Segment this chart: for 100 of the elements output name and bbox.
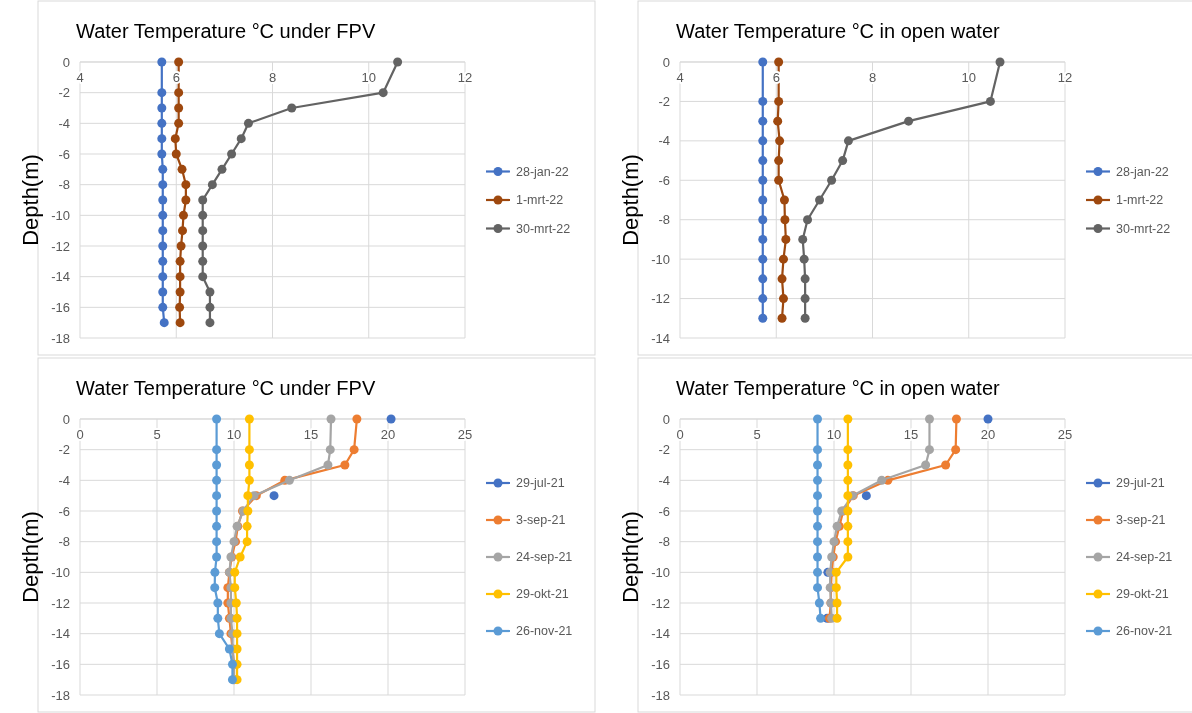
y-tick-label: 0	[62, 411, 70, 427]
point	[157, 149, 167, 159]
point	[774, 57, 784, 67]
point	[177, 164, 187, 174]
point	[813, 552, 823, 562]
x-tick-label: 5	[153, 427, 161, 442]
point	[205, 302, 215, 312]
point	[778, 294, 788, 304]
y-axis-title: Depth(m)	[18, 154, 43, 246]
point	[758, 313, 768, 323]
point	[287, 103, 297, 113]
point	[174, 88, 184, 98]
legend-label: 3-sep-21	[516, 513, 566, 528]
point	[843, 475, 853, 485]
x-tick-label: 8	[268, 70, 277, 85]
y-tick-label: -8	[58, 177, 70, 193]
point	[176, 241, 186, 251]
point	[174, 118, 184, 128]
x-tick-label: 0	[76, 427, 84, 442]
point	[843, 506, 853, 516]
y-tick-label: -4	[58, 472, 70, 488]
point	[813, 506, 823, 516]
y-axis-title: Depth(m)	[18, 511, 43, 603]
y-tick-label: -2	[58, 442, 70, 458]
x-tick-label: 5	[753, 427, 761, 442]
point	[774, 156, 784, 166]
point	[758, 156, 768, 166]
point	[800, 274, 810, 284]
point	[813, 491, 823, 501]
point	[861, 491, 871, 501]
x-tick-label: 10	[961, 70, 976, 85]
point	[212, 491, 222, 501]
point	[832, 598, 842, 608]
point	[158, 180, 168, 190]
legend-label: 29-okt-21	[516, 587, 569, 602]
point	[758, 274, 768, 284]
point	[236, 134, 246, 144]
point	[758, 96, 768, 106]
y-tick-label: -2	[658, 442, 670, 458]
point	[244, 414, 254, 424]
point	[158, 164, 168, 174]
x-tick-label: 20	[380, 427, 396, 442]
point	[158, 195, 168, 205]
point	[157, 134, 167, 144]
point	[813, 414, 823, 424]
point	[243, 506, 253, 516]
legend-label: 30-mrt-22	[1116, 221, 1171, 236]
legend-label: 1-mrt-22	[516, 193, 564, 208]
point	[242, 521, 252, 531]
point	[158, 226, 168, 236]
point	[158, 241, 168, 251]
y-tick-label: -10	[51, 207, 70, 223]
point	[212, 414, 222, 424]
point	[174, 57, 184, 67]
point	[813, 445, 823, 455]
y-tick-label: -6	[58, 146, 70, 162]
point	[212, 445, 222, 455]
point	[843, 136, 853, 146]
point	[843, 537, 853, 547]
y-tick-label: -16	[651, 656, 670, 672]
point	[158, 210, 168, 220]
legend-label: 29-jul-21	[516, 476, 565, 491]
point	[831, 583, 841, 593]
point	[212, 552, 222, 562]
point	[780, 215, 790, 225]
point	[777, 274, 787, 284]
point	[205, 318, 215, 328]
chart-title: Water Temperature °C under FPV	[76, 20, 376, 42]
point	[758, 254, 768, 264]
point	[198, 226, 208, 236]
point	[779, 195, 789, 205]
point	[243, 491, 253, 501]
point	[758, 215, 768, 225]
x-tick-label: 8	[868, 70, 877, 85]
point	[325, 445, 335, 455]
point	[758, 116, 768, 126]
point	[813, 460, 823, 470]
chart-title: Water Temperature °C in open water	[676, 20, 1001, 42]
y-tick-label: -14	[51, 269, 70, 285]
point	[924, 445, 934, 455]
point	[157, 57, 167, 67]
y-tick-label: -10	[51, 564, 70, 580]
y-tick-label: -6	[658, 503, 670, 519]
x-tick-label: 12	[457, 70, 473, 85]
point	[157, 88, 167, 98]
y-tick-label: -4	[58, 115, 70, 131]
legend-label: 28-jan-22	[516, 164, 569, 179]
point	[212, 537, 222, 547]
point	[158, 287, 168, 297]
point	[813, 475, 823, 485]
point	[157, 103, 167, 113]
y-tick-label: -12	[51, 238, 70, 254]
point	[774, 96, 784, 106]
x-tick-label: 4	[676, 70, 684, 85]
y-tick-label: -18	[51, 330, 70, 346]
point	[813, 583, 823, 593]
point	[777, 313, 787, 323]
point	[838, 156, 848, 166]
x-tick-label: 15	[303, 427, 319, 442]
y-tick-label: -12	[651, 595, 670, 611]
